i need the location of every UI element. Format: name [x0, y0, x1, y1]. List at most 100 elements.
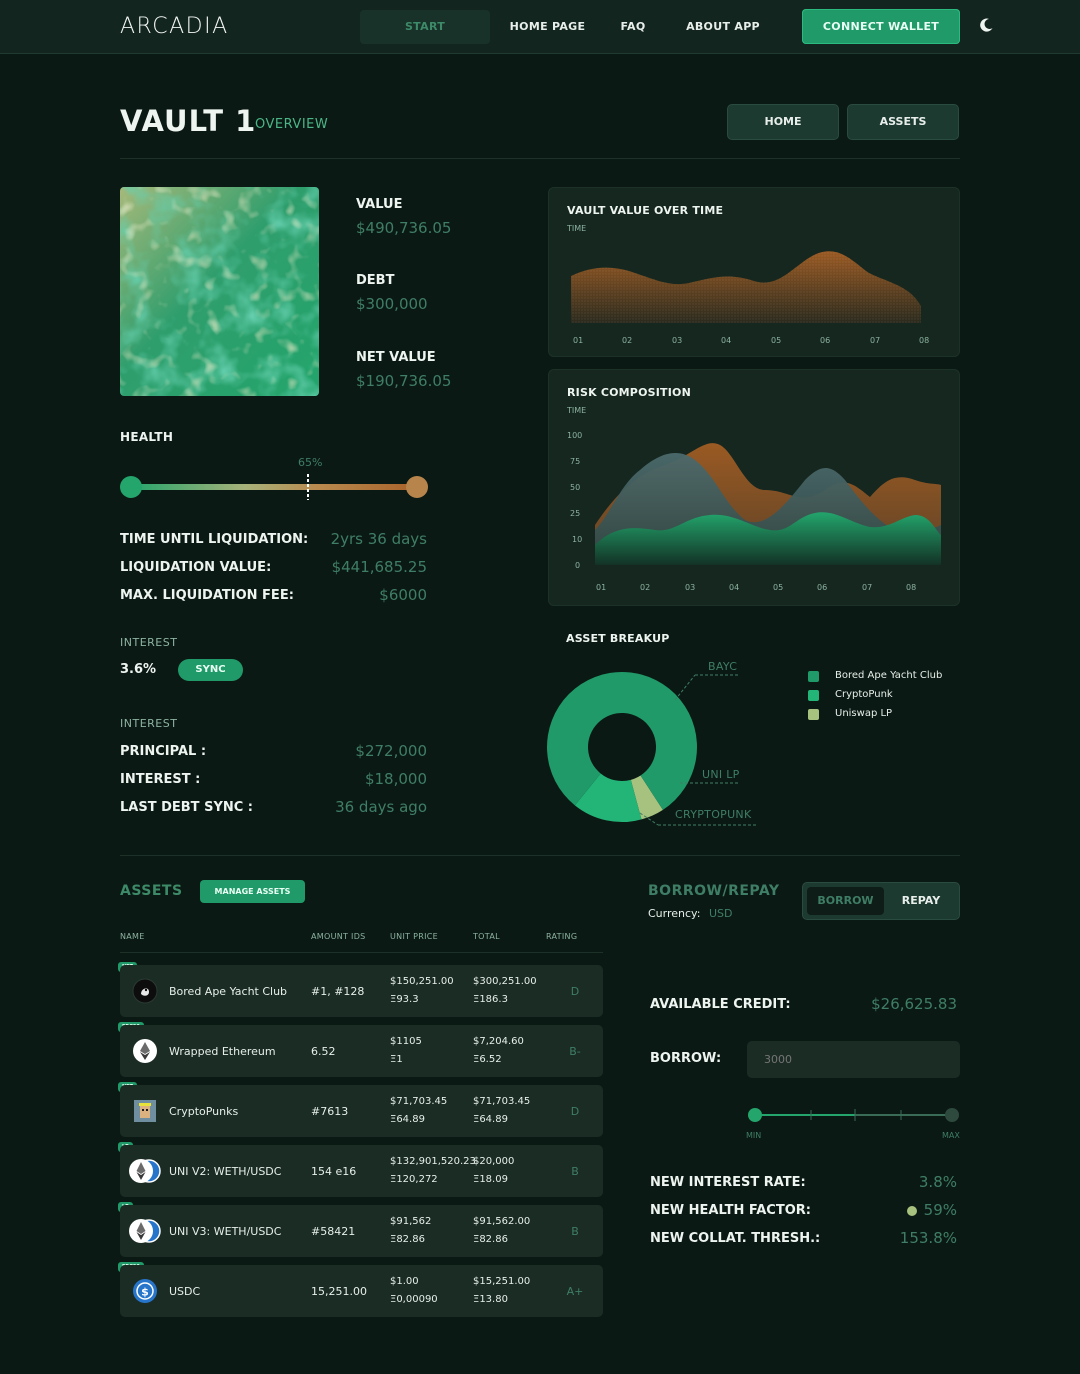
page-title: VAULT 1 [120, 104, 257, 138]
total-usd: $20,000 [473, 1156, 515, 1167]
vault-nft-image [120, 187, 319, 396]
max-liquidation-fee-label: MAX. LIQUIDATION FEE: [120, 588, 294, 603]
borrow-amount-input[interactable] [747, 1041, 960, 1078]
interest-value: $18,000 [364, 770, 427, 788]
new-collat-thresh-label: NEW COLLAT. THRESH.: [650, 1231, 821, 1246]
new-health-factor-value: 59% [923, 1201, 957, 1219]
total-usd: $300,251.00 [473, 976, 537, 987]
page-subtitle: OVERVIEW [255, 117, 329, 132]
ethereum-icon [133, 1039, 157, 1063]
total-usd: $91,562.00 [473, 1216, 531, 1227]
vault-value-panel: VAULT VALUE OVER TIME TIME 01 02 03 04 0… [548, 187, 960, 357]
nav-about-app[interactable]: ABOUT APP [686, 20, 760, 33]
risk-x-label: 06 [817, 583, 828, 592]
repay-tab[interactable]: REPAY [901, 894, 941, 907]
risk-y-label: 50 [570, 483, 581, 492]
asset-amount: 154 e16 [311, 1165, 357, 1178]
asset-rating: B [571, 1225, 579, 1238]
asset-rating: D [570, 1105, 580, 1118]
total-eth: Ξ13.80 [473, 1294, 508, 1305]
nav-home-page[interactable]: HOME PAGE [509, 20, 586, 33]
app-logo[interactable]: ARCADIA [120, 14, 229, 39]
unit-price-eth: Ξ64.89 [390, 1114, 425, 1125]
new-collat-thresh-value: 153.8% [899, 1229, 957, 1247]
vv-x-label: 08 [919, 336, 930, 345]
time-until-liquidation-label: TIME UNTIL LIQUIDATION: [120, 532, 309, 547]
asset-amount: #7613 [311, 1105, 349, 1118]
risk-x-label: 05 [773, 583, 784, 592]
total-eth: Ξ82.86 [473, 1234, 508, 1245]
asset-name: USDC [169, 1285, 201, 1298]
sync-button[interactable]: SYNC [178, 659, 243, 681]
asset-amount: #58421 [311, 1225, 356, 1238]
risk-y-label: 10 [572, 535, 583, 544]
unit-price-usd: $150,251.00 [390, 976, 454, 987]
moon-icon[interactable] [978, 17, 994, 33]
interest-rate-value: 3.6% [120, 662, 157, 677]
borrow-tab[interactable]: BORROW [807, 887, 884, 915]
asset-name: Wrapped Ethereum [169, 1045, 276, 1058]
new-interest-rate-value: 3.8% [918, 1173, 957, 1191]
donut-slice-cryptopunk [574, 773, 642, 822]
health-label: HEALTH [120, 430, 174, 444]
total-usd: $15,251.00 [473, 1276, 531, 1287]
risk-x-label: 02 [640, 583, 651, 592]
callout-cryptopunk: CRYPTOPUNK [675, 808, 752, 821]
unit-price-usd: $1105 [390, 1036, 422, 1047]
vv-x-label: 03 [672, 336, 683, 345]
unit-price-eth: Ξ1 [390, 1054, 403, 1065]
asset-rating: B- [569, 1045, 581, 1058]
max-liquidation-fee-value: $6000 [379, 586, 427, 604]
manage-assets-button[interactable]: MANAGE ASSETS [200, 880, 305, 903]
legend-swatch [808, 671, 819, 682]
table-row[interactable]: UNI V3: WETH/USDC #58421 $91,562 Ξ82.86 … [120, 1205, 603, 1257]
total-usd: $7,204.60 [473, 1036, 524, 1047]
last-debt-sync-label: LAST DEBT SYNC : [120, 800, 253, 815]
home-button[interactable]: HOME [727, 104, 839, 140]
legend-label: Bored Ape Yacht Club [835, 670, 943, 681]
borrow-repay-title: BORROW/REPAY [648, 883, 780, 899]
risk-composition-panel: RISK COMPOSITION TIME 100 75 50 25 10 0 … [548, 369, 960, 606]
assets-button[interactable]: ASSETS [847, 104, 959, 140]
principal-value: $272,000 [355, 742, 427, 760]
table-row[interactable]: Wrapped Ethereum 6.52 $1105 Ξ1 $7,204.60… [120, 1025, 603, 1077]
currency-label: Currency: [648, 907, 701, 920]
interest-details-label: INTEREST [120, 717, 178, 730]
interest-rate-label: INTEREST [120, 636, 178, 649]
vault-value-time-label: TIME [567, 224, 587, 233]
table-row[interactable]: UNI V2: WETH/USDC 154 e16 $132,901,520.2… [120, 1145, 603, 1197]
donut-slices [547, 672, 697, 822]
new-health-factor-label: NEW HEALTH FACTOR: [650, 1203, 811, 1218]
table-header-total: TOTAL [473, 932, 500, 941]
risk-x-label: 01 [596, 583, 607, 592]
nav-start[interactable]: START [360, 10, 490, 44]
vv-x-label: 05 [771, 336, 782, 345]
risk-x-label: 04 [729, 583, 740, 592]
health-status-dot [907, 1206, 917, 1216]
total-eth: Ξ186.3 [473, 994, 508, 1005]
header-divider [120, 158, 960, 159]
total-eth: Ξ6.52 [473, 1054, 502, 1065]
available-credit-value: $26,625.83 [871, 995, 957, 1013]
asset-rating: D [570, 985, 580, 998]
unit-price-eth: Ξ120,272 [390, 1174, 438, 1185]
health-bar [120, 474, 428, 500]
principal-label: PRINCIPAL : [120, 744, 207, 759]
slider-min-label: MIN [746, 1131, 762, 1140]
last-debt-sync-value: 36 days ago [335, 798, 427, 816]
section-divider [120, 855, 960, 856]
vv-x-label: 07 [870, 336, 881, 345]
borrow-slider[interactable] [745, 1105, 963, 1125]
total-eth: Ξ18.09 [473, 1174, 508, 1185]
risk-y-label: 100 [567, 431, 583, 440]
nav-faq[interactable]: FAQ [620, 20, 646, 33]
liquidation-value-label: LIQUIDATION VALUE: [120, 560, 272, 575]
new-interest-rate-label: NEW INTEREST RATE: [650, 1175, 806, 1190]
table-row[interactable]: Bored Ape Yacht Club #1, #128 $150,251.0… [120, 965, 603, 1017]
connect-wallet-button[interactable]: CONNECT WALLET [802, 9, 960, 44]
weth-usdc-pair-icon [129, 1159, 161, 1183]
table-row[interactable]: CryptoPunks #7613 $71,703.45 Ξ64.89 $71,… [120, 1085, 603, 1137]
table-header-unit-price: UNIT PRICE [390, 932, 439, 941]
currency-value[interactable]: USD [709, 907, 733, 920]
table-row[interactable]: $ USDC 15,251.00 $1.00 Ξ0,00090 $15,251.… [120, 1265, 603, 1317]
